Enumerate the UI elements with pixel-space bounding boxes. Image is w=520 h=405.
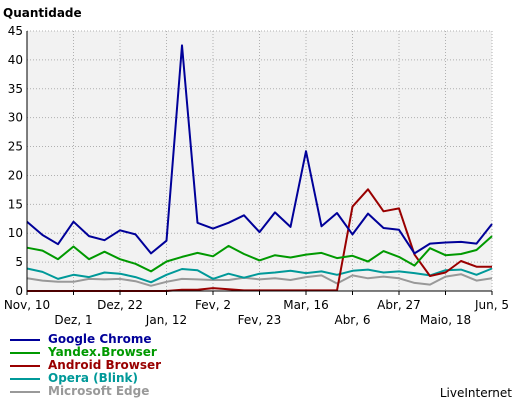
legend-swatch [10,378,40,380]
y-tick-label: 20 [8,168,23,182]
legend-swatch [10,391,40,393]
series-lines [26,44,493,292]
y-tick-labels: 0 5 10 15 20 25 30 35 40 45 [8,24,23,298]
y-tick-label: 15 [8,197,23,211]
legend-label: Google Chrome [48,332,152,346]
y-tick-label: 0 [15,284,23,298]
x-tick-label: Fev, 23 [238,313,282,327]
legend-swatch [10,365,40,367]
x-tick-label: Dez, 1 [54,313,92,327]
y-tick-label: 25 [8,140,23,154]
y-tick-label: 40 [8,53,23,67]
y-tick-label: 35 [8,82,23,96]
x-tick-label: Jun, 5 [474,298,509,312]
series-line-yandex-browser [26,235,493,273]
series-line-google-chrome [26,44,493,255]
legend-label: Microsoft Edge [48,384,150,398]
y-tick-label: 10 [8,226,23,240]
x-tick-label: Jan, 12 [145,313,187,327]
x-tick-label: Nov, 10 [4,298,50,312]
y-tick-label: 45 [8,24,23,38]
x-tick-label: Fev, 2 [195,298,231,312]
legend-label: Opera (Blink) [48,371,138,385]
legend-label: Yandex.Browser [48,345,157,359]
series-line-opera-blink [26,267,493,284]
brand-label: LiveInternet [439,386,512,400]
y-tick-label: 30 [8,111,23,125]
gridlines [26,30,493,291]
y-axis-title: Quantidade [3,6,82,20]
series-line-microsoft-edge [26,273,493,287]
legend-swatch [10,339,40,341]
x-tick-label: Dez, 22 [97,298,143,312]
x-tick-label: Maio, 18 [420,313,471,327]
y-tick-label: 5 [15,255,23,269]
x-tick-labels: Nov, 10 Dez, 22 Fev, 2 Mar, 16 Abr, 27 Jun, 5… [4,291,509,327]
x-tick-label: Abr, 27 [377,298,421,312]
x-tick-label: Mar, 16 [283,298,329,312]
legend-swatch [10,352,40,354]
legend-label: Android Browser [48,358,162,372]
x-tick-label: Abr, 6 [334,313,370,327]
